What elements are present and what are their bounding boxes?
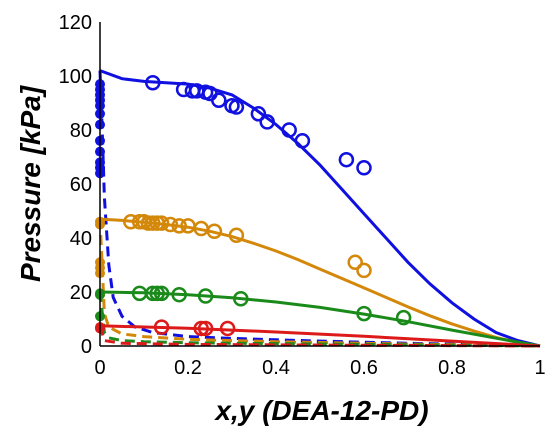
series-group xyxy=(95,69,541,348)
open-data-point xyxy=(171,286,187,303)
x-tick-labels: 0 0.2 0.4 0.6 0.8 1 xyxy=(94,357,545,379)
open-data-point xyxy=(259,114,275,130)
y-tick-label: 60 xyxy=(70,174,92,196)
x-axis-title: x,y (DEA-12-PD) xyxy=(213,395,428,426)
open-data-point xyxy=(233,291,249,307)
y-tick-label: 100 xyxy=(59,66,92,88)
x-tick-label: 0.4 xyxy=(262,357,290,379)
open-data-point xyxy=(149,285,165,302)
open-data-point xyxy=(145,75,161,91)
dew-curve-line xyxy=(98,70,541,348)
series-0 xyxy=(95,69,541,348)
dew-curve-line xyxy=(98,325,541,348)
series-3 xyxy=(95,319,541,348)
x-tick-label: 1 xyxy=(534,357,545,379)
open-data-point xyxy=(145,285,161,302)
open-data-point xyxy=(153,215,170,231)
x-tick-label: 0 xyxy=(94,357,105,379)
open-data-point xyxy=(206,223,223,239)
open-data-point xyxy=(356,262,372,279)
y-tick-label: 20 xyxy=(70,282,92,304)
open-data-point xyxy=(197,288,214,304)
x-tick-label: 0.2 xyxy=(174,357,202,379)
open-data-point xyxy=(162,216,179,233)
bubble-curve-line xyxy=(99,69,541,348)
open-data-point xyxy=(219,320,236,337)
dew-curve-line xyxy=(98,291,541,348)
open-data-point xyxy=(281,122,297,138)
series-2 xyxy=(95,285,541,348)
y-tick-label: 80 xyxy=(70,120,92,142)
axes xyxy=(99,22,540,347)
open-data-point xyxy=(338,151,355,168)
open-data-point xyxy=(171,218,187,234)
open-data-point xyxy=(153,285,170,302)
y-axis-title: Pressure [kPa] xyxy=(15,84,46,282)
bubble-curve-line xyxy=(99,324,541,348)
open-data-point xyxy=(347,254,363,271)
open-data-point xyxy=(193,320,209,337)
open-data-point xyxy=(197,320,214,337)
open-data-point xyxy=(145,215,161,231)
open-data-point xyxy=(228,99,245,115)
y-tick-label: 120 xyxy=(59,12,92,34)
open-data-point xyxy=(356,160,372,176)
open-data-point xyxy=(356,305,372,322)
y-tick-label: 40 xyxy=(70,228,92,250)
x-tick-label: 0.6 xyxy=(350,357,378,379)
x-tick-label: 0.8 xyxy=(438,357,466,379)
y-tick-labels: 0 20 40 60 80 100 120 xyxy=(59,12,92,358)
open-data-point xyxy=(294,133,311,149)
open-data-point xyxy=(395,309,412,326)
open-data-point xyxy=(153,319,170,335)
y-tick-label: 0 xyxy=(81,336,92,358)
open-data-point xyxy=(211,92,227,109)
open-data-point xyxy=(250,106,267,122)
open-data-point xyxy=(228,227,245,244)
